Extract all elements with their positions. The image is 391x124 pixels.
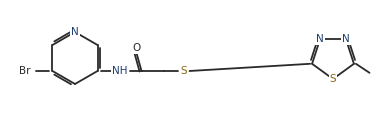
Text: S: S bbox=[330, 74, 336, 84]
Text: NH: NH bbox=[112, 66, 127, 76]
Text: N: N bbox=[342, 34, 350, 44]
Text: Br: Br bbox=[19, 66, 30, 76]
Text: N: N bbox=[316, 34, 324, 44]
Text: S: S bbox=[180, 66, 187, 76]
Text: N: N bbox=[71, 27, 79, 37]
Text: O: O bbox=[133, 43, 141, 53]
